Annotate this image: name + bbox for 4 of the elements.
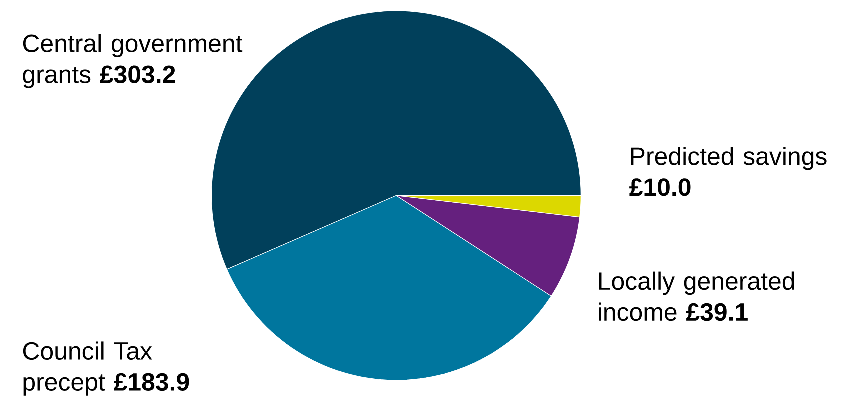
- slice-label: Predicted savings £10.0: [630, 146, 827, 196]
- slice-label: Council Tax precept £183.9: [23, 342, 190, 396]
- slice-label: Central government grants £303.2: [23, 34, 243, 88]
- slice-label: Locally generated income £39.1: [599, 272, 794, 321]
